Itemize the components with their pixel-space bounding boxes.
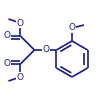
Text: O: O [17,19,24,28]
Text: O: O [17,72,24,81]
Text: O: O [4,32,11,41]
Text: O: O [43,46,50,55]
Text: O: O [4,59,11,68]
Text: O: O [68,24,76,33]
